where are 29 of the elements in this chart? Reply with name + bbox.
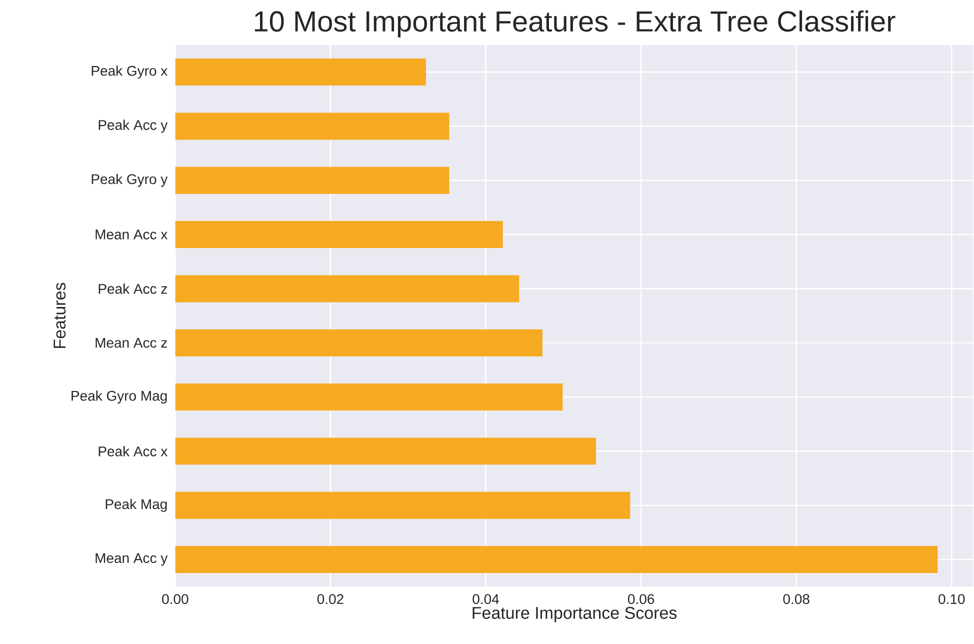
y-tick-label: Mean Acc z [96,338,167,348]
y-tick-label: Peak Acc x [98,446,168,457]
bar [175,492,630,520]
bar [175,167,450,194]
x-tick-label: 0.00 [162,594,188,604]
x-tick-label: 0.02 [317,594,344,604]
bar [175,384,563,411]
bar [175,58,426,86]
y-tick-label: Peak Gyro y [92,174,168,188]
chart-title: 10 Most Important Features - Extra Tree Classifier [254,10,896,38]
y-axis-title: Features [54,283,66,348]
x-axis-title: Feature Importance Scores [472,607,677,623]
y-tick-label: Peak Gyro x [92,66,168,79]
x-tick-label: 0.06 [628,594,654,604]
bar [175,438,596,465]
y-tick-label: Peak Acc y [98,120,168,133]
bar [175,112,450,140]
bar [175,221,503,248]
x-tick-label: 0.04 [472,594,499,604]
bar [175,275,520,302]
bar [175,330,542,357]
y-tick-label: Mean Acc x [96,230,168,240]
y-tick-label: Mean Acc y [96,553,168,566]
x-tick-label: 0.08 [783,594,810,604]
y-tick-label: Peak Mag [106,499,167,512]
y-tick-label: Peak Acc z [98,284,167,294]
bar [175,546,938,574]
x-tick-label: 0.10 [938,594,965,604]
y-tick-label: Peak Gyro Mag [72,390,167,404]
